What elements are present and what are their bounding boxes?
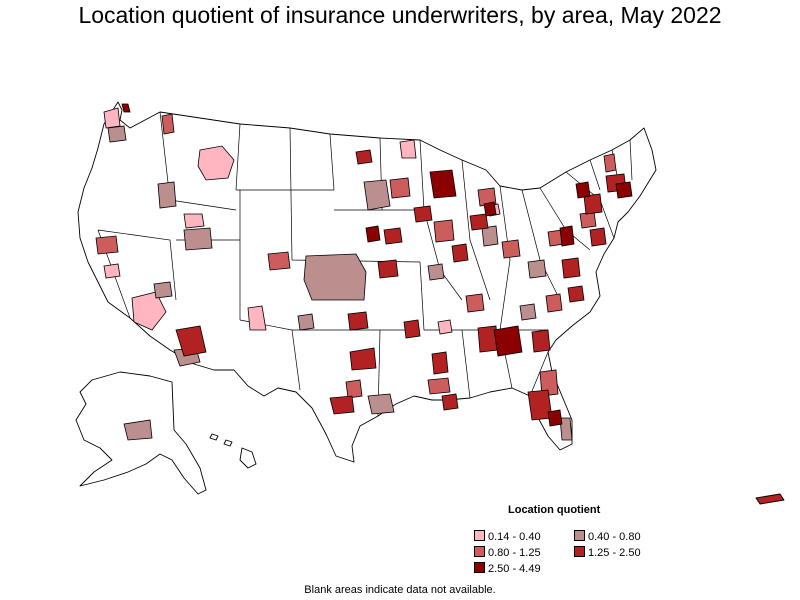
legend-swatch (474, 546, 485, 557)
legend-swatch (574, 530, 585, 541)
legend-label: 0.14 - 0.40 (488, 531, 541, 543)
legend-label: 1.25 - 2.50 (588, 547, 641, 559)
legend-item: 2.50 - 4.49 (474, 562, 541, 575)
legend-item: 0.80 - 1.25 (474, 546, 541, 559)
legend-item: 0.14 - 0.40 (474, 530, 541, 543)
map-title: Location quotient of insurance underwrit… (78, 2, 722, 28)
puerto-rico-outline (755, 493, 785, 505)
legend-item: 0.40 - 0.80 (574, 530, 641, 543)
legend-label: 0.40 - 0.80 (588, 531, 641, 543)
hawaii-island (209, 433, 219, 441)
legend-label: 0.80 - 1.25 (488, 547, 541, 559)
legend-swatch (574, 546, 585, 557)
hawaii-island (239, 447, 257, 469)
hawaii-island (223, 439, 233, 447)
footnote: Blank areas indicate data not available. (304, 584, 496, 596)
legend-title: Location quotient (508, 504, 601, 516)
legend-swatch (474, 562, 485, 573)
legend-label: 2.50 - 4.49 (488, 563, 541, 575)
legend-item: 1.25 - 2.50 (574, 546, 641, 559)
legend-swatch (474, 530, 485, 541)
